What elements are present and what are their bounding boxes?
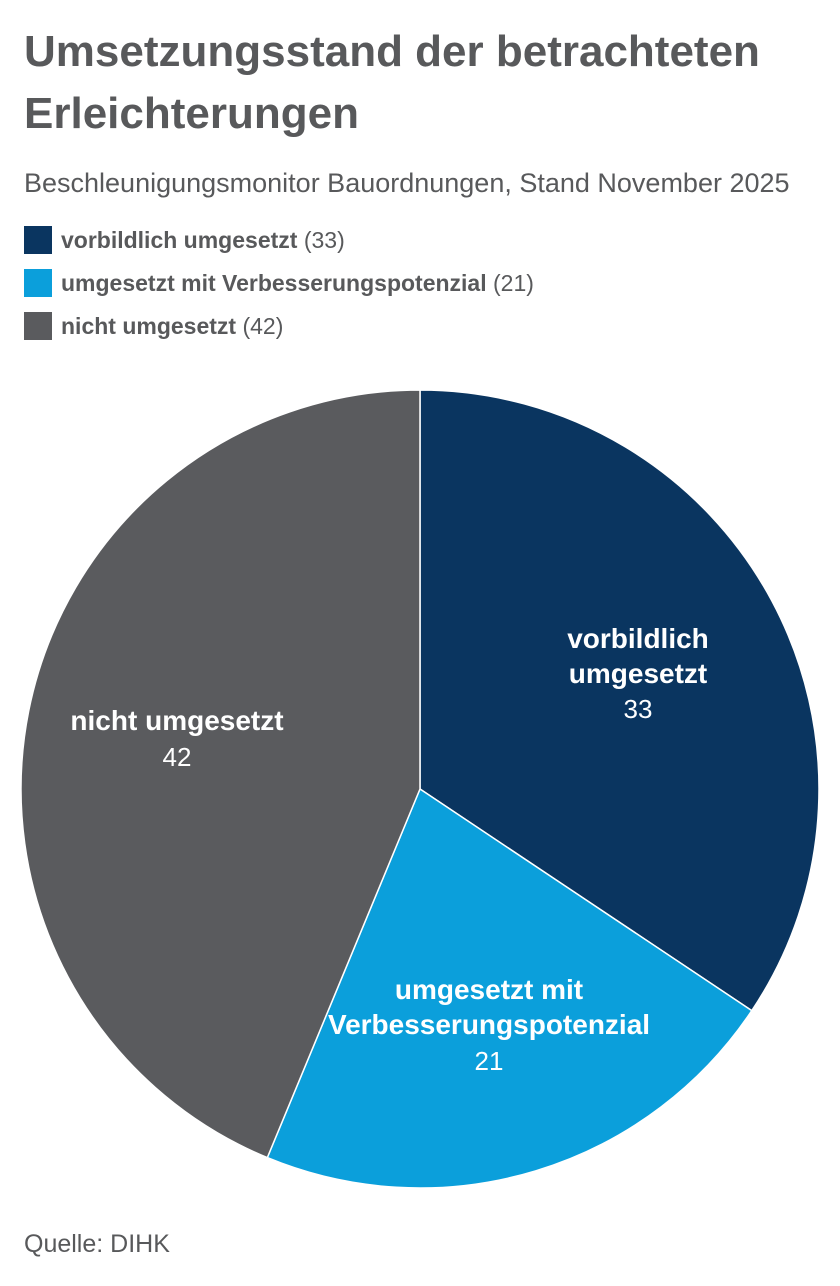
svg-text:21: 21 xyxy=(475,1046,504,1076)
svg-text:umgesetzt: umgesetzt xyxy=(569,658,707,689)
svg-text:33: 33 xyxy=(624,694,653,724)
svg-text:nicht umgesetzt: nicht umgesetzt xyxy=(70,705,283,736)
svg-text:42: 42 xyxy=(163,742,192,772)
svg-text:Verbesserungspotenzial: Verbesserungspotenzial xyxy=(328,1009,650,1040)
svg-text:umgesetzt mit: umgesetzt mit xyxy=(395,974,583,1005)
svg-text:vorbildlich: vorbildlich xyxy=(567,623,709,654)
